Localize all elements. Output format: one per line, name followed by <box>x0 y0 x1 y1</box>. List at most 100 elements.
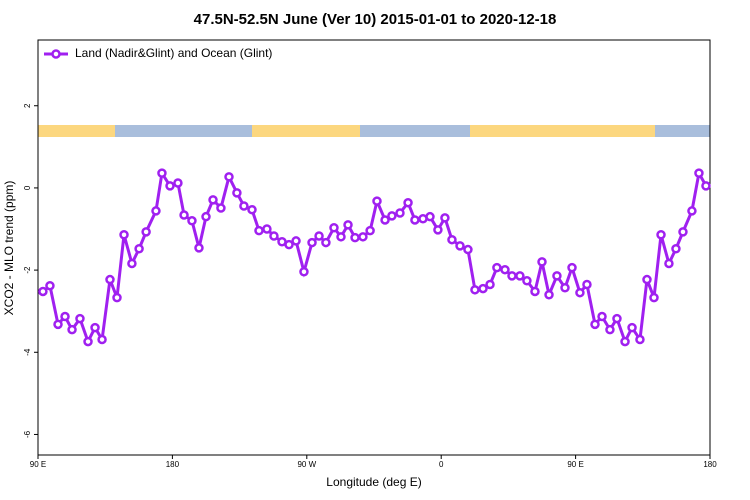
data-point <box>560 283 570 293</box>
data-point <box>522 276 532 286</box>
data-point <box>395 208 405 218</box>
data-point <box>299 266 309 277</box>
data-point <box>530 286 540 297</box>
data-point <box>307 237 317 248</box>
data-point <box>500 264 510 275</box>
data-point <box>612 313 622 324</box>
y-tick-label: -6 <box>23 430 32 438</box>
data-point <box>552 271 562 281</box>
data-point <box>119 230 129 240</box>
y-tick-label: -4 <box>23 348 32 356</box>
data-point <box>329 223 339 233</box>
data-point <box>410 215 420 225</box>
x-tick-label: 90 E <box>567 460 583 469</box>
x-tick-label: 0 <box>439 460 444 469</box>
data-point <box>387 211 397 221</box>
data-point <box>45 280 55 291</box>
data-point <box>515 271 525 281</box>
data-point <box>642 274 652 285</box>
data-point <box>336 232 346 242</box>
data-point <box>605 324 615 335</box>
data-point <box>582 279 592 290</box>
data-point <box>90 322 100 333</box>
data-point <box>284 239 294 250</box>
data-point <box>590 319 600 330</box>
data-point <box>575 287 585 298</box>
data-point <box>656 230 666 240</box>
data-point <box>173 178 183 188</box>
x-tick-label: 180 <box>703 460 717 469</box>
data-point <box>470 285 480 295</box>
x-tick-label: 180 <box>166 460 180 469</box>
data-point <box>208 195 218 205</box>
ocean-band <box>655 125 710 137</box>
data-point <box>127 258 137 269</box>
plot-frame <box>37 39 711 456</box>
x-tick-label: 90 W <box>297 460 316 469</box>
y-tick-label: -2 <box>23 266 32 274</box>
data-point <box>151 206 161 216</box>
data-point <box>447 234 457 245</box>
y-tick-label: 0 <box>23 185 32 190</box>
land-band <box>470 125 655 137</box>
legend-marker <box>51 49 61 59</box>
data-point <box>687 206 697 216</box>
data-point <box>97 334 107 345</box>
data-point <box>321 237 331 248</box>
data-point <box>75 313 85 324</box>
data-point <box>291 236 301 246</box>
data-point <box>537 257 547 267</box>
data-point <box>701 181 711 191</box>
data-point <box>358 232 368 242</box>
data-point <box>455 241 465 251</box>
data-point <box>485 279 495 290</box>
data-point <box>620 336 630 347</box>
data-point <box>492 262 502 273</box>
data-point <box>165 181 175 191</box>
data-point <box>544 290 554 300</box>
data-point <box>649 292 659 303</box>
ocean-band <box>115 125 252 137</box>
y-axis-label: XCO2 - MLO trend (ppm) <box>2 181 16 316</box>
data-point <box>232 188 242 198</box>
data-point <box>53 319 63 330</box>
data-point <box>433 225 443 235</box>
data-point <box>187 216 197 226</box>
data-point <box>60 311 70 322</box>
data-point <box>105 274 115 285</box>
data-point <box>269 231 279 241</box>
data-point <box>671 243 681 254</box>
x-tick-label: 90 E <box>30 460 46 469</box>
data-point <box>157 168 167 178</box>
data-point <box>403 197 413 208</box>
data-point <box>678 227 688 237</box>
data-point <box>134 243 144 254</box>
data-point <box>372 196 382 206</box>
data-point <box>141 227 151 237</box>
data-point <box>507 271 517 281</box>
data-point <box>216 203 226 213</box>
data-point <box>425 211 435 222</box>
data-point <box>597 311 607 322</box>
data-point <box>343 220 353 230</box>
data-point <box>247 204 257 215</box>
ocean-band <box>360 125 470 137</box>
data-point <box>627 322 637 333</box>
data-point <box>694 168 704 178</box>
data-point <box>262 224 272 234</box>
data-point <box>112 292 122 303</box>
x-axis-label: Longitude (deg E) <box>326 475 421 489</box>
data-point <box>67 324 77 335</box>
data-point <box>365 225 375 236</box>
data-point <box>350 232 360 243</box>
land-band <box>38 125 115 137</box>
data-point <box>567 262 577 273</box>
data-point <box>201 211 211 222</box>
y-tick-label: 2 <box>23 103 32 108</box>
data-point <box>635 334 645 345</box>
data-point <box>179 210 189 220</box>
data-point <box>194 243 204 253</box>
data-point <box>224 172 234 182</box>
